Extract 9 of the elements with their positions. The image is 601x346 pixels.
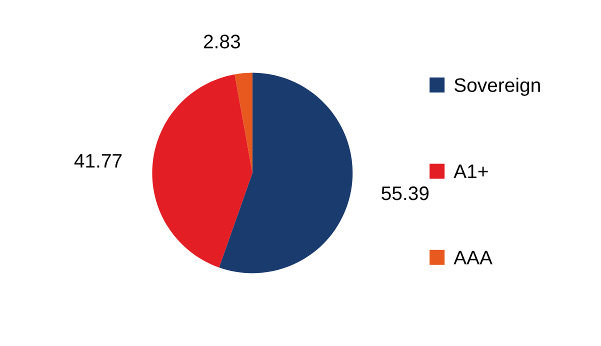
data-label: 55.39 — [382, 186, 429, 200]
pie-slice — [219, 72, 353, 274]
legend-label: Sovereign — [454, 78, 540, 96]
legend-label: AAA — [454, 250, 492, 264]
legend-label: A1+ — [454, 164, 488, 178]
data-label: 2.83 — [204, 34, 240, 48]
pie-slice — [152, 74, 252, 268]
pie-slice — [234, 72, 252, 173]
data-label: 41.77 — [74, 154, 122, 168]
